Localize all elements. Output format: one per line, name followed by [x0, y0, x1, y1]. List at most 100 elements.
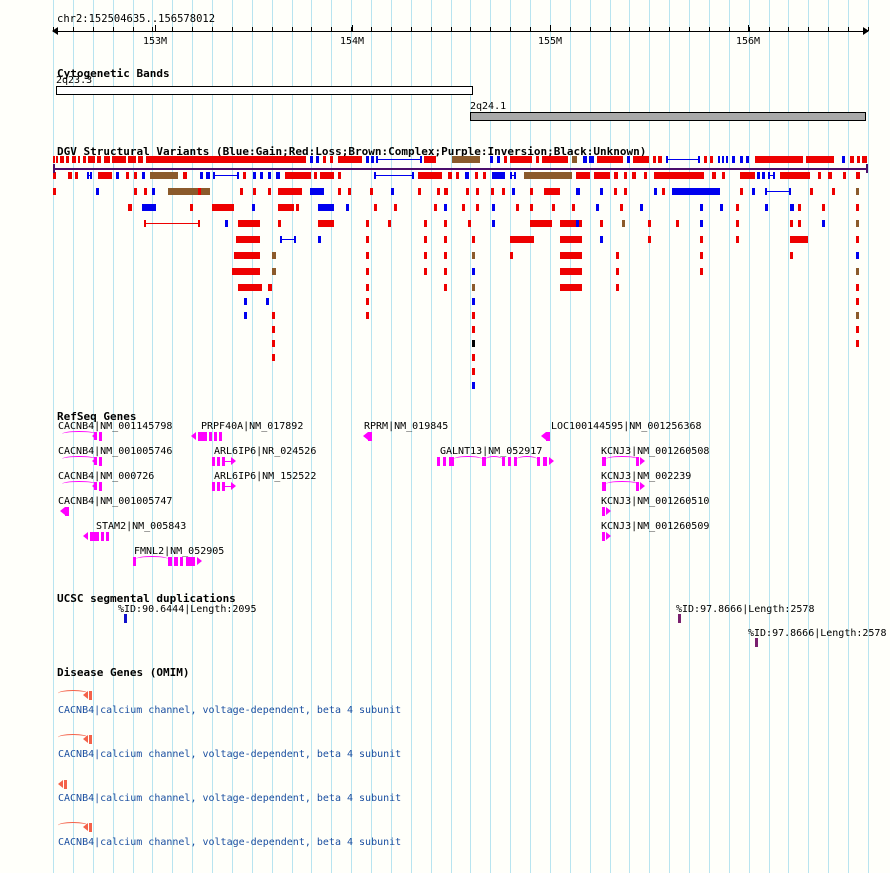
gene-strand-arrow-left[interactable] — [92, 432, 97, 440]
dgv-variant-cap[interactable] — [768, 172, 770, 179]
dgv-variant-block[interactable] — [206, 172, 210, 179]
gene-strand-arrow-left[interactable] — [83, 532, 88, 540]
dgv-variant-block[interactable] — [780, 172, 810, 179]
dgv-variant-block[interactable] — [370, 188, 373, 195]
gene-exon[interactable] — [537, 456, 540, 466]
dgv-variant-block[interactable] — [632, 172, 636, 179]
gene-exon[interactable] — [174, 556, 178, 566]
omim-strand-arrow-left[interactable] — [58, 780, 63, 788]
dgv-variant-block[interactable] — [765, 204, 768, 211]
dgv-variant-block[interactable] — [806, 156, 834, 163]
gene-exon[interactable] — [186, 556, 195, 566]
dgv-variant-block[interactable] — [736, 204, 739, 211]
dgv-variant-block[interactable] — [856, 326, 859, 333]
dgv-variant-block[interactable] — [472, 236, 475, 243]
dgv-variant-block[interactable] — [234, 252, 260, 259]
dgv-variant-block[interactable] — [736, 220, 739, 227]
gene-strand-arrow-left[interactable] — [92, 457, 97, 465]
dgv-variant-block[interactable] — [374, 204, 377, 211]
gene-exon[interactable] — [101, 531, 104, 541]
dgv-variant-block[interactable] — [272, 354, 275, 361]
dgv-variant-block[interactable] — [53, 188, 56, 195]
dgv-variant-block[interactable] — [576, 188, 580, 195]
dgv-variant-block[interactable] — [662, 188, 665, 195]
dgv-variant-block[interactable] — [475, 172, 478, 179]
omim-strand-arrow-left[interactable] — [83, 823, 88, 831]
dgv-variant-block[interactable] — [268, 188, 271, 195]
dgv-variant-block[interactable] — [388, 220, 391, 227]
dgv-variant-block[interactable] — [276, 172, 280, 179]
dgv-variant-line[interactable] — [87, 175, 92, 176]
dgv-variant-block[interactable] — [244, 298, 247, 305]
dgv-variant-block[interactable] — [490, 156, 493, 163]
dgv-variant-block[interactable] — [476, 204, 479, 211]
dgv-variant-block[interactable] — [589, 156, 594, 163]
segdup-marker[interactable] — [124, 614, 127, 623]
dgv-variant-block[interactable] — [718, 156, 720, 163]
dgv-variant-block[interactable] — [755, 156, 803, 163]
dgv-variant-block[interactable] — [726, 156, 728, 163]
dgv-variant-block[interactable] — [448, 172, 452, 179]
dgv-variant-block[interactable] — [530, 236, 533, 243]
gene-exon[interactable] — [546, 431, 550, 441]
dgv-variant-block[interactable] — [752, 188, 755, 195]
dgv-variant-block[interactable] — [798, 204, 801, 211]
dgv-variant-block[interactable] — [97, 156, 101, 163]
dgv-variant-block[interactable] — [850, 156, 854, 163]
dgv-variant-block[interactable] — [418, 188, 421, 195]
dgv-variant-block[interactable] — [366, 252, 369, 259]
dgv-variant-block[interactable] — [700, 252, 703, 259]
dgv-variant-block[interactable] — [502, 188, 505, 195]
dgv-variant-block[interactable] — [672, 188, 720, 195]
dgv-variant-cap[interactable] — [213, 172, 215, 179]
dgv-variant-block[interactable] — [366, 220, 369, 227]
dgv-variant-block[interactable] — [644, 172, 647, 179]
gene-exon[interactable] — [602, 531, 605, 541]
dgv-variant-block[interactable] — [596, 204, 599, 211]
gene-exon[interactable] — [90, 531, 99, 541]
dgv-variant-block[interactable] — [278, 220, 281, 227]
gene-exon[interactable] — [368, 431, 372, 441]
dgv-variant-block[interactable] — [600, 236, 603, 243]
dgv-variant-block[interactable] — [597, 156, 623, 163]
dgv-variant-block[interactable] — [842, 156, 845, 163]
dgv-variant-block[interactable] — [700, 236, 703, 243]
gene-exon[interactable] — [443, 456, 446, 466]
gene-strand-arrow-right[interactable] — [231, 482, 236, 490]
dgv-variant-block[interactable] — [452, 156, 480, 163]
dgv-variant-block[interactable] — [818, 172, 821, 179]
dgv-variant-block[interactable] — [594, 172, 610, 179]
gene-exon[interactable] — [508, 456, 511, 466]
dgv-variant-block[interactable] — [710, 156, 713, 163]
dgv-variant-block[interactable] — [510, 156, 532, 163]
dgv-variant-block[interactable] — [314, 172, 317, 179]
dgv-variant-block[interactable] — [444, 220, 447, 227]
dgv-variant-block[interactable] — [266, 298, 269, 305]
omim-exon[interactable] — [89, 823, 92, 832]
dgv-variant-line[interactable] — [768, 175, 775, 176]
dgv-variant-block[interactable] — [146, 156, 306, 163]
gene-exon[interactable] — [636, 481, 639, 491]
dgv-variant-block[interactable] — [472, 368, 475, 375]
dgv-variant-block[interactable] — [640, 204, 643, 211]
dgv-variant-block[interactable] — [492, 220, 495, 227]
dgv-variant-block[interactable] — [83, 156, 86, 163]
dgv-variant-line[interactable] — [280, 239, 296, 240]
dgv-variant-line[interactable] — [374, 175, 414, 176]
dgv-variant-block[interactable] — [437, 188, 440, 195]
dgv-variant-block[interactable] — [104, 156, 110, 163]
gene-strand-arrow-right[interactable] — [640, 482, 645, 490]
dgv-variant-block[interactable] — [366, 298, 369, 305]
dgv-variant-block[interactable] — [260, 172, 263, 179]
dgv-variant-block[interactable] — [654, 188, 657, 195]
dgv-variant-block[interactable] — [424, 220, 427, 227]
dgv-variant-block[interactable] — [648, 220, 651, 227]
dgv-variant-block[interactable] — [736, 236, 739, 243]
dgv-variant-block[interactable] — [560, 252, 582, 259]
cytoband-segment[interactable] — [56, 86, 473, 95]
dgv-variant-block[interactable] — [472, 340, 475, 347]
gene-strand-arrow-left[interactable] — [92, 482, 97, 490]
dgv-variant-block[interactable] — [152, 188, 155, 195]
dgv-variant-block[interactable] — [88, 156, 95, 163]
dgv-variant-block[interactable] — [444, 284, 447, 291]
